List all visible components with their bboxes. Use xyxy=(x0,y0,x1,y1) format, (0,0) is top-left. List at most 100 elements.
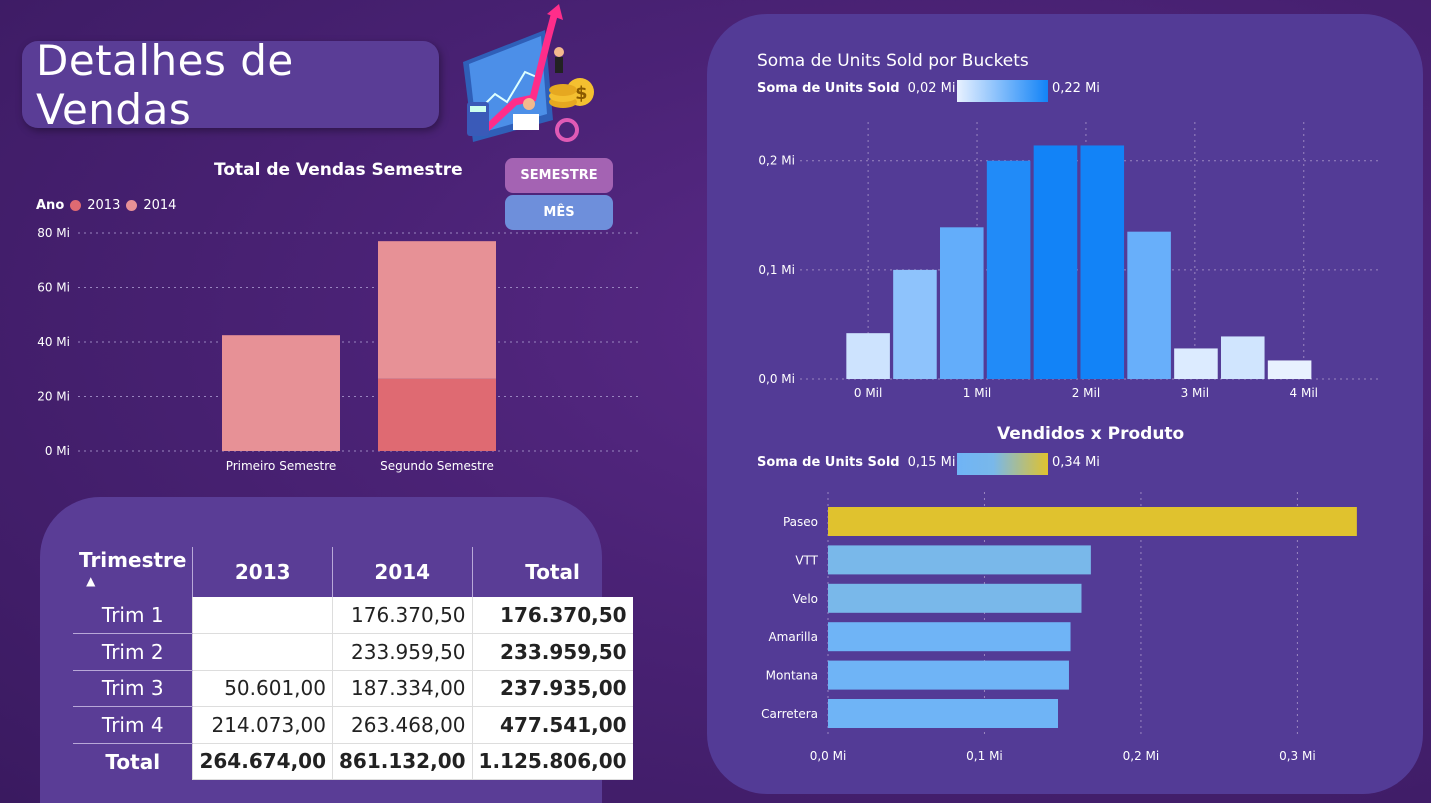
product-legend-gradient xyxy=(957,453,1048,475)
bucket-bar xyxy=(1033,145,1078,379)
svg-text:$: $ xyxy=(575,83,588,104)
y-tick-label: 0,2 Mi xyxy=(758,154,795,168)
x-tick-label: 0,3 Mi xyxy=(1279,749,1316,763)
table-row: Trim 3 50.601,00 187.334,00 237.935,00 xyxy=(73,670,633,707)
bucket-bar xyxy=(1220,336,1265,379)
header-trimestre[interactable]: Trimestre ▲ xyxy=(79,548,187,588)
bucket-bar xyxy=(1127,231,1171,379)
product-bar xyxy=(828,622,1071,652)
y-tick-label: Velo xyxy=(793,592,818,606)
cell-2013 xyxy=(192,633,333,671)
mes-button[interactable]: MÊS xyxy=(505,195,613,230)
header-2013[interactable]: 2013 xyxy=(192,547,333,597)
buckets-legend: Soma de Units Sold 0,02 Mi xyxy=(757,81,956,96)
cell-total: 237.935,00 xyxy=(471,670,633,707)
legend-dot-2013 xyxy=(70,200,82,211)
bucket-bar xyxy=(893,269,937,379)
product-bar xyxy=(828,507,1357,536)
x-tick-label: Segundo Semestre xyxy=(380,459,494,473)
y-tick-label: Carretera xyxy=(761,707,818,721)
product-legend-max: 0,34 Mi xyxy=(1052,455,1100,470)
cell-total: 1.125.806,00 xyxy=(471,743,633,780)
legend-dot-2014 xyxy=(126,200,138,211)
bucket-bar xyxy=(1080,145,1125,379)
cell-2014: 187.334,00 xyxy=(332,670,473,707)
cell-2013: 264.674,00 xyxy=(192,743,333,780)
sales-growth-illustration-icon: $ xyxy=(463,4,594,142)
row-label: Trim 3 xyxy=(73,670,193,707)
table-row: Trim 1 176.370,50 176.370,50 xyxy=(73,597,633,634)
cell-2013: 50.601,00 xyxy=(192,670,333,707)
y-tick-label: Amarilla xyxy=(768,630,818,644)
y-tick-label: 60 Mi xyxy=(37,281,70,295)
table-total-row: Total 264.674,00 861.132,00 1.125.806,00 xyxy=(73,743,633,780)
legend-label-2014: 2014 xyxy=(143,198,177,213)
x-tick-label: 1 Mil xyxy=(963,386,991,400)
bucket-bar xyxy=(940,227,984,379)
y-tick-label: 0,1 Mi xyxy=(758,263,795,277)
product-bar xyxy=(828,660,1069,690)
semester-bar-chart: 0 Mi 20 Mi 40 Mi 60 Mi 80 Mi Primeiro Semestr… xyxy=(37,226,640,473)
buckets-legend-max: 0,22 Mi xyxy=(1052,81,1100,96)
product-chart-title: Vendidos x Produto xyxy=(997,424,1185,444)
row-label: Total xyxy=(105,749,161,774)
cell-total: 233.959,50 xyxy=(471,633,633,671)
product-legend-label: Soma de Units Sold xyxy=(757,455,900,470)
x-tick-label: 0 Mil xyxy=(854,386,882,400)
row-label: Trim 4 xyxy=(73,706,193,744)
product-legend-min: 0,15 Mi xyxy=(907,455,956,470)
y-tick-label: Paseo xyxy=(783,515,818,529)
header-2014[interactable]: 2014 xyxy=(332,547,473,597)
buckets-legend-min: 0,02 Mi xyxy=(907,81,956,96)
y-tick-label: Montana xyxy=(766,669,818,683)
cell-2014: 233.959,50 xyxy=(332,633,473,671)
product-bar xyxy=(828,583,1082,613)
row-label: Trim 2 xyxy=(73,633,193,671)
x-tick-label: 4 Mil xyxy=(1290,386,1318,400)
buckets-chart-title: Soma de Units Sold por Buckets xyxy=(757,51,1029,71)
row-label: Trim 1 xyxy=(73,597,193,634)
x-tick-label: 2 Mil xyxy=(1072,386,1100,400)
product-legend: Soma de Units Sold 0,15 Mi xyxy=(757,455,956,470)
y-tick-label: VTT xyxy=(795,553,818,567)
page-title-box: Detalhes de Vendas xyxy=(22,36,439,134)
cell-2014: 263.468,00 xyxy=(332,706,473,744)
bar-2014 xyxy=(378,241,496,379)
semester-chart-title: Total de Vendas Semestre xyxy=(214,160,463,180)
product-bar xyxy=(828,699,1059,728)
y-tick-label: 0,0 Mi xyxy=(758,372,795,386)
cell-2014: 176.370,50 xyxy=(332,597,473,634)
legend-title: Ano xyxy=(36,198,65,213)
x-tick-label: Primeiro Semestre xyxy=(226,459,337,473)
cell-2013 xyxy=(192,597,333,634)
buckets-bar-chart: 0,0 Mi 0,1 Mi 0,2 Mi 0 Mil 1 Mil 2 Mil 3 Mil 4 … xyxy=(758,122,1382,400)
cell-total: 477.541,00 xyxy=(471,706,633,744)
cell-total: 176.370,50 xyxy=(471,597,633,634)
y-tick-label: 80 Mi xyxy=(37,226,70,240)
product-bar-chart: 0,0 Mi 0,1 Mi 0,2 Mi 0,3 Mi Paseo VTT Velo Amar… xyxy=(761,492,1357,763)
table-row: Trim 2 233.959,50 233.959,50 xyxy=(73,633,633,671)
semestre-button[interactable]: SEMESTRE xyxy=(505,158,613,193)
x-tick-label: 0,0 Mi xyxy=(810,749,847,763)
y-tick-label: 20 Mi xyxy=(37,390,70,404)
bucket-bar xyxy=(1174,348,1218,379)
table-row: Trim 4 214.073,00 263.468,00 477.541,00 xyxy=(73,706,633,744)
bar-2013 xyxy=(378,378,496,451)
x-tick-label: 0,2 Mi xyxy=(1123,749,1160,763)
bucket-bar xyxy=(846,333,890,379)
legend-label-2013: 2013 xyxy=(87,198,121,213)
buckets-legend-gradient xyxy=(957,80,1048,102)
bucket-bar xyxy=(986,160,1031,379)
y-tick-label: 0 Mi xyxy=(45,444,70,458)
x-tick-label: 3 Mil xyxy=(1181,386,1209,400)
page-title: Detalhes de Vendas xyxy=(36,35,294,134)
cell-2014: 861.132,00 xyxy=(332,743,473,780)
buckets-legend-label: Soma de Units Sold xyxy=(757,81,900,96)
product-bar xyxy=(828,545,1091,575)
bucket-bar xyxy=(1267,360,1312,379)
bar-2014 xyxy=(222,335,340,451)
header-total[interactable]: Total xyxy=(471,547,633,597)
x-tick-label: 0,1 Mi xyxy=(966,749,1003,763)
semester-chart-legend: Ano 2013 2014 xyxy=(36,198,176,213)
quarter-matrix-table: Trimestre ▲ 2013 2014 Total Trim 1 176.370… xyxy=(73,547,633,780)
